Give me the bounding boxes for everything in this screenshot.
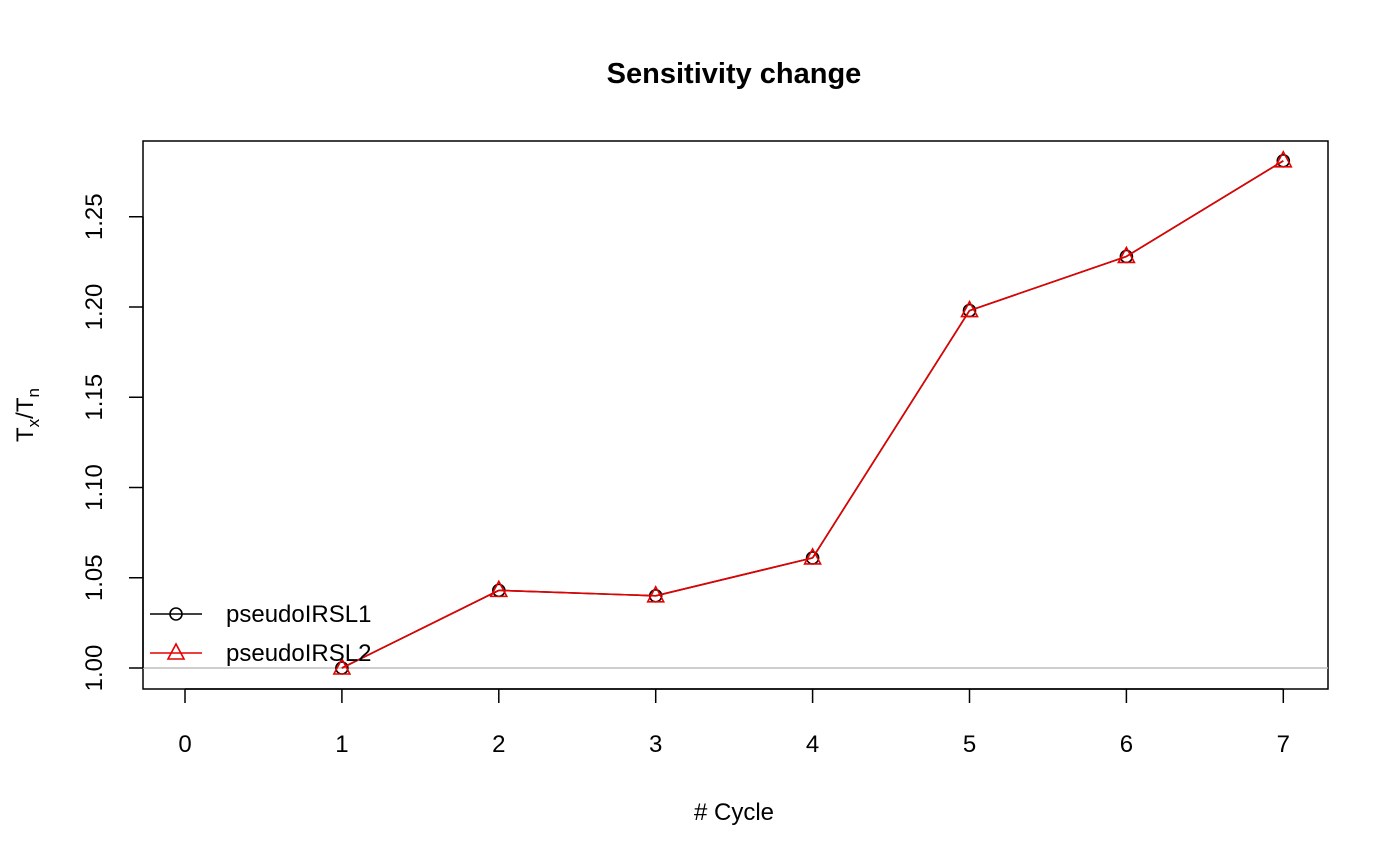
x-tick-label: 3 xyxy=(649,731,662,758)
y-tick-label: 1.20 xyxy=(81,284,108,331)
series-segment xyxy=(341,589,500,669)
series-segment xyxy=(811,310,971,559)
series-pseudoIRSL2 xyxy=(332,150,1293,675)
x-tick-label: 4 xyxy=(806,731,819,758)
data-point-triangle xyxy=(332,657,352,675)
y-label-sub-1: x xyxy=(24,418,43,427)
y-tick-label: 1.05 xyxy=(81,554,108,601)
legend: pseudoIRSL1 pseudoIRSL2 xyxy=(150,601,371,667)
series-layer xyxy=(332,150,1293,675)
series-pseudoIRSL1 xyxy=(335,153,1291,675)
x-tick-label: 1 xyxy=(335,731,348,758)
x-axis-label: # Cycle xyxy=(694,799,774,826)
data-point-triangle xyxy=(489,579,509,598)
y-tick-label: 1.15 xyxy=(81,374,108,421)
data-point-triangle xyxy=(1117,245,1136,264)
data-point-triangle xyxy=(803,547,822,565)
legend-label: pseudoIRSL1 xyxy=(226,601,371,628)
y-axis-label: Tx/Tn xyxy=(12,388,43,442)
legend-item: pseudoIRSL1 xyxy=(150,601,371,628)
x-tick-label: 5 xyxy=(963,731,976,758)
data-point-triangle xyxy=(646,585,666,603)
chart-title: Sensitivity change xyxy=(607,58,862,90)
y-label-main-1: T xyxy=(12,427,39,442)
series-segment xyxy=(655,557,813,597)
series-segment xyxy=(1125,160,1284,258)
data-point-triangle xyxy=(960,299,979,318)
y-tick-label: 1.00 xyxy=(81,645,108,692)
y-label-main-2: T xyxy=(12,397,39,412)
x-tick-label: 6 xyxy=(1120,731,1133,758)
y-tick-label: 1.10 xyxy=(81,464,108,511)
data-point-triangle xyxy=(1273,150,1293,168)
series-segment xyxy=(969,255,1127,312)
legend-swatch-marker xyxy=(169,607,183,621)
y-tick-label: 1.25 xyxy=(81,193,108,240)
y-axis: 1.00 1.05 1.10 1.15 1.20 1.25 xyxy=(81,193,144,692)
x-tick-label: 7 xyxy=(1277,731,1290,758)
legend-label: pseudoIRSL2 xyxy=(226,640,371,667)
x-axis: 0 1 2 3 4 5 6 7 xyxy=(178,688,1290,758)
legend-swatch-marker xyxy=(166,642,186,660)
x-tick-label: 2 xyxy=(492,731,505,758)
series-segment xyxy=(498,589,656,597)
legend-item: pseudoIRSL2 xyxy=(150,640,371,667)
y-label-separator: / xyxy=(12,412,39,419)
x-tick-label: 0 xyxy=(178,731,191,758)
y-label-sub-2: n xyxy=(24,388,43,397)
